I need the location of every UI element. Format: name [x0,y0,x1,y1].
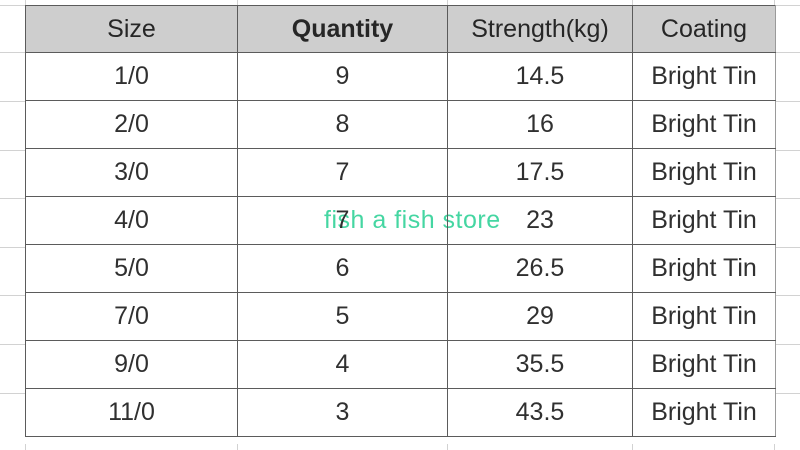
size-cell: 3/0 [25,148,238,197]
size-cell: 4/0 [25,196,238,245]
strength-cell: 26.5 [447,244,633,293]
gridline [0,247,25,248]
coating-cell: Bright Tin [632,388,776,437]
coating-cell: Bright Tin [632,100,776,149]
column-header-size: Size [25,5,238,53]
quantity-cell: 5 [237,292,448,341]
size-cell: 9/0 [25,340,238,389]
gridline [774,444,775,450]
strength-cell: 17.5 [447,148,633,197]
gridline [0,150,25,151]
coating-cell: Bright Tin [632,244,776,293]
gridline [632,444,633,450]
strength-cell: 29 [447,292,633,341]
gridline [447,444,448,450]
gridline [237,0,238,5]
quantity-cell: 7 [237,196,448,245]
gridline [0,393,25,394]
strength-cell: 23 [447,196,633,245]
quantity-cell: 7 [237,148,448,197]
quantity-cell: 8 [237,100,448,149]
quantity-cell: 9 [237,52,448,101]
coating-cell: Bright Tin [632,340,776,389]
strength-cell: 16 [447,100,633,149]
strength-cell: 43.5 [447,388,633,437]
gridline [632,0,633,5]
coating-cell: Bright Tin [632,196,776,245]
coating-cell: Bright Tin [632,148,776,197]
column-header-quantity: Quantity [237,5,448,53]
table-row: 7/0 5 29 Bright Tin [25,292,776,341]
gridline [775,52,800,53]
gridline [447,0,448,5]
size-cell: 2/0 [25,100,238,149]
gridline [0,5,25,6]
gridline [775,5,800,6]
gridline [25,0,26,5]
size-cell: 5/0 [25,244,238,293]
gridline [774,0,775,5]
gridline [775,393,800,394]
table-row: 3/0 7 17.5 Bright Tin [25,148,776,197]
table-row: 9/0 4 35.5 Bright Tin [25,340,776,389]
table-row: 1/0 9 14.5 Bright Tin [25,52,776,101]
gridline [0,52,25,53]
gridline [0,198,25,199]
column-header-strength: Strength(kg) [447,5,633,53]
gridline [0,295,25,296]
gridline [237,444,238,450]
gridline [775,198,800,199]
quantity-cell: 3 [237,388,448,437]
quantity-cell: 4 [237,340,448,389]
gridline [775,295,800,296]
table-row: 4/0 7 23 Bright Tin [25,196,776,245]
gridline [25,444,26,450]
gridline [775,150,800,151]
strength-cell: 14.5 [447,52,633,101]
column-header-coating: Coating [632,5,776,53]
quantity-cell: 6 [237,244,448,293]
header-row: Size Quantity Strength(kg) Coating [25,5,776,53]
size-cell: 11/0 [25,388,238,437]
strength-cell: 35.5 [447,340,633,389]
coating-cell: Bright Tin [632,52,776,101]
table-row: 11/0 3 43.5 Bright Tin [25,388,776,437]
size-cell: 7/0 [25,292,238,341]
table-row: 5/0 6 26.5 Bright Tin [25,244,776,293]
gridline [775,344,800,345]
table-row: 2/0 8 16 Bright Tin [25,100,776,149]
size-cell: 1/0 [25,52,238,101]
gridline [0,344,25,345]
gridline [775,101,800,102]
hook-spec-table: Size Quantity Strength(kg) Coating 1/0 9… [25,5,776,437]
gridline [0,101,25,102]
coating-cell: Bright Tin [632,292,776,341]
gridline [775,247,800,248]
